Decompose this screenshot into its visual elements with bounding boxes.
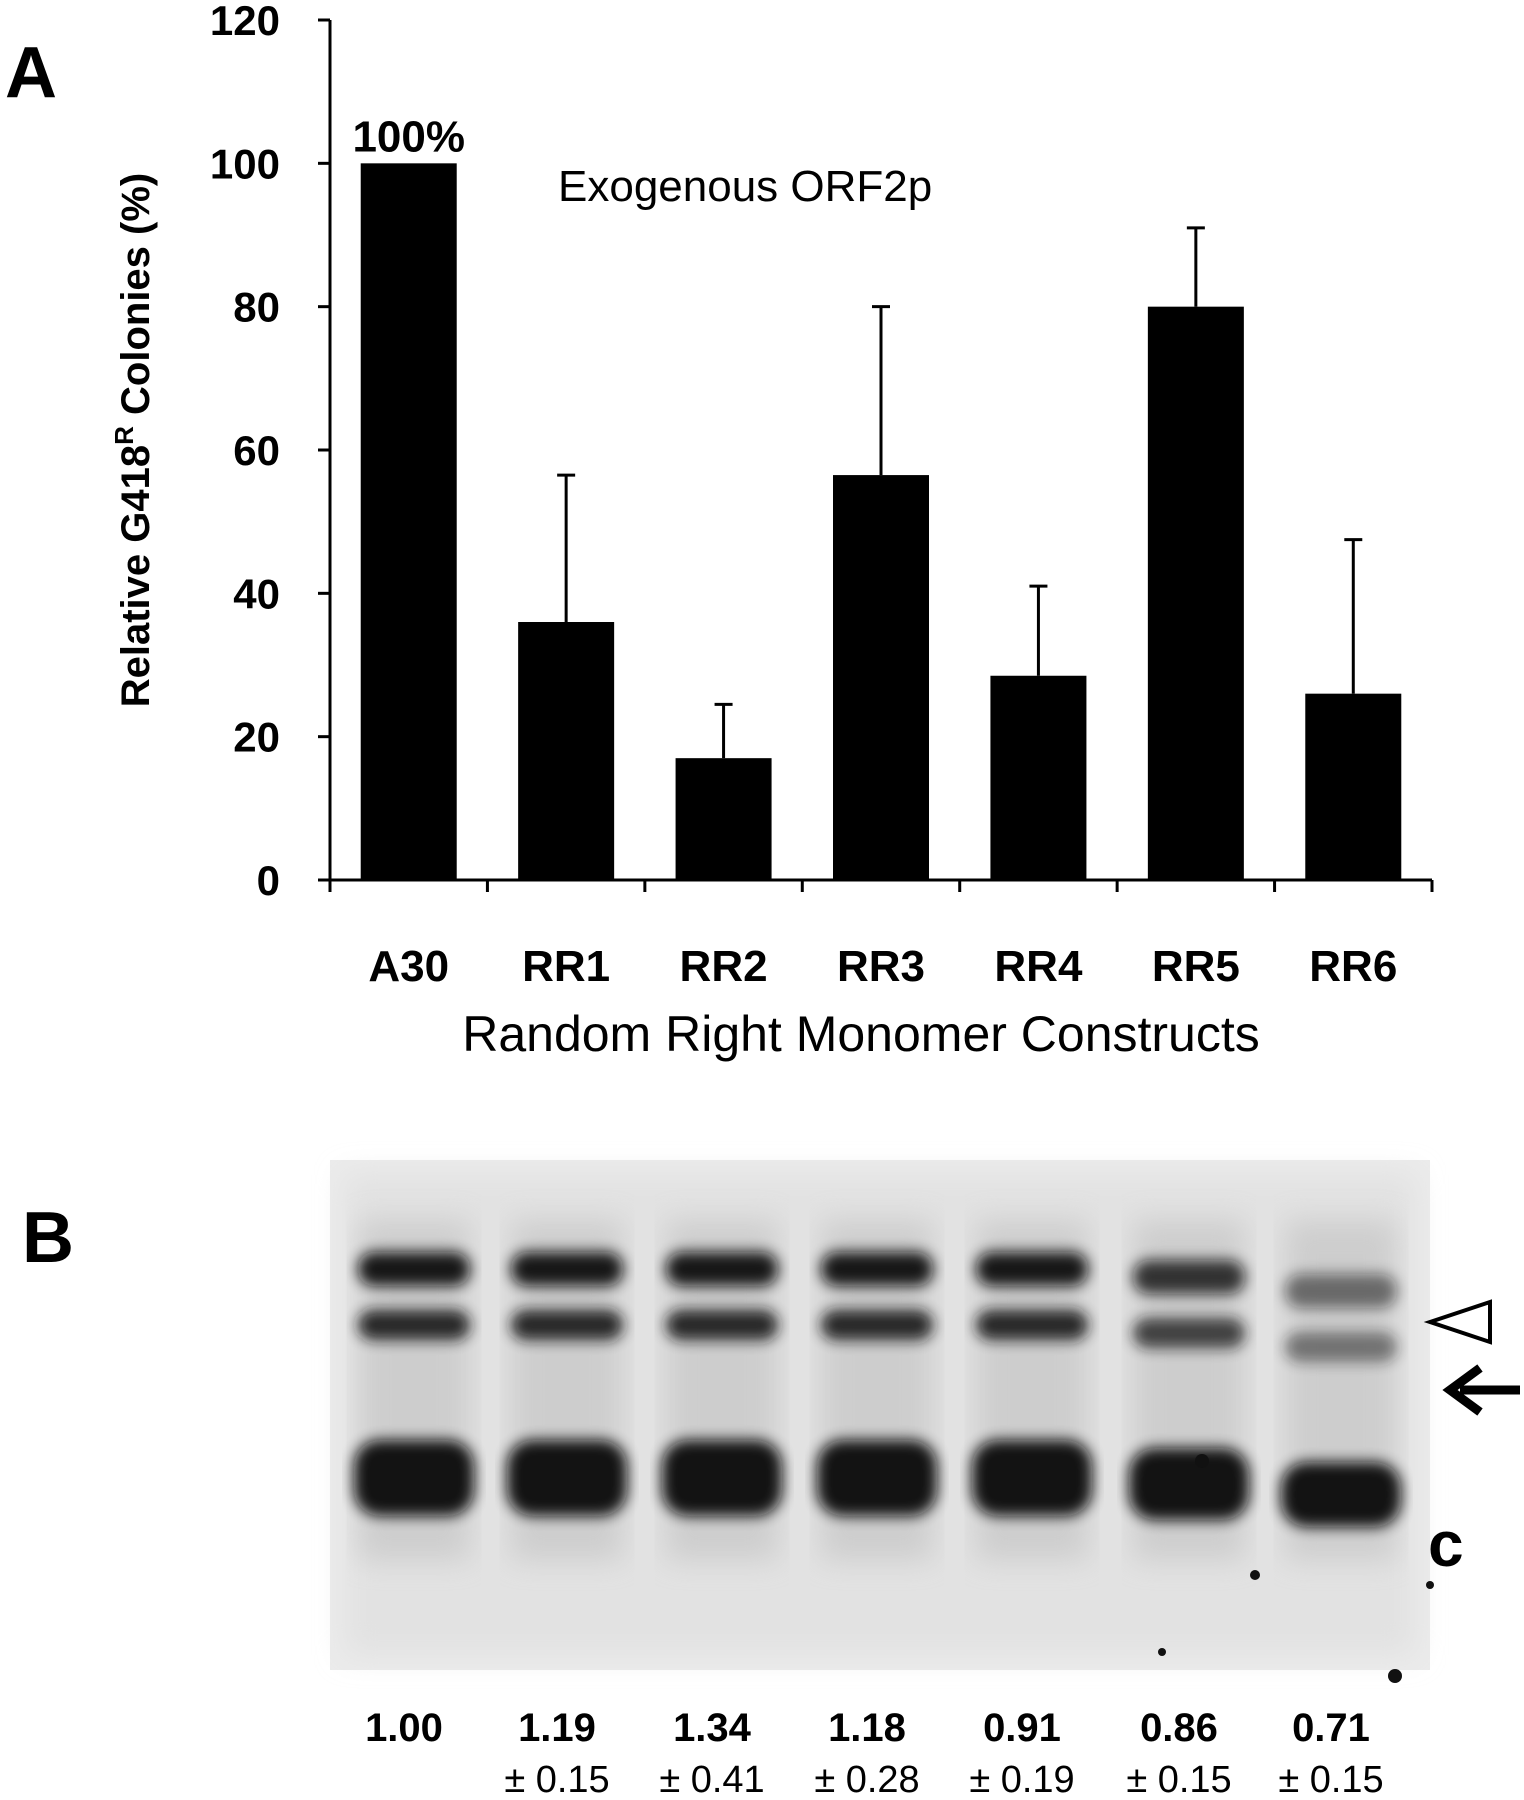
control-band	[1281, 1462, 1401, 1527]
blot-speck	[1195, 1454, 1209, 1468]
middle-band	[1133, 1318, 1245, 1348]
control-band-label: c	[1428, 1508, 1464, 1580]
category-label: RR5	[1152, 942, 1240, 991]
upper-band	[821, 1252, 933, 1286]
panel-b-letter: B	[22, 1198, 74, 1278]
category-label: RR4	[994, 942, 1083, 991]
error-bars	[557, 226, 1363, 759]
blot-speck	[1426, 1581, 1434, 1589]
ratio-value: 1.34	[673, 1706, 752, 1750]
western-blot-image	[330, 1160, 1434, 1683]
quantification-labels: 1.00 1.19 ± 0.15 1.34 ± 0.41 1.18 ± 0.28 0.91 ± …	[365, 1706, 1384, 1800]
ratio-error: ± 0.15	[1278, 1759, 1383, 1800]
ratio-error: ± 0.15	[1126, 1759, 1231, 1800]
y-tick-label: 0	[257, 857, 280, 904]
middle-band	[1285, 1332, 1397, 1362]
y-axis: 0 20 40 60 80 100 120	[210, 0, 332, 904]
upper-band	[666, 1252, 778, 1286]
category-label: RR2	[680, 942, 768, 991]
bar-rr2	[675, 758, 772, 880]
ratio-value: 1.00	[365, 1706, 443, 1750]
middle-band	[821, 1310, 933, 1340]
y-tick-label: 60	[233, 427, 280, 474]
middle-band	[358, 1310, 470, 1340]
blot-lane	[354, 1220, 474, 1560]
middle-band	[976, 1310, 1088, 1340]
control-band	[662, 1440, 782, 1516]
blot-lane	[817, 1220, 937, 1560]
blot-speck	[1388, 1669, 1402, 1683]
middle-band	[666, 1310, 778, 1340]
category-label: RR1	[522, 942, 610, 991]
middle-band	[511, 1310, 623, 1340]
y-axis-title: Relative G418R Colonies (%)	[109, 173, 158, 708]
y-tick-label: 100	[210, 140, 280, 187]
category-label: RR3	[837, 942, 925, 991]
bar-series: 100%	[352, 112, 1402, 881]
category-labels: A30 RR1 RR2 RR3 RR4 RR5 RR6	[368, 942, 1397, 991]
panel-a-letter: A	[5, 33, 57, 113]
bar-rr3	[833, 475, 929, 880]
bar-rr5	[1147, 306, 1244, 881]
ratio-error: ± 0.28	[814, 1759, 919, 1800]
y-tick-label: 80	[233, 284, 280, 331]
y-tick-label: 120	[210, 0, 280, 44]
blot-lane	[662, 1220, 782, 1560]
blot-speck	[1250, 1570, 1260, 1580]
upper-band	[976, 1252, 1088, 1286]
blot-lane	[972, 1220, 1092, 1560]
bar-rr4	[990, 675, 1087, 880]
ratio-error: ± 0.19	[969, 1759, 1074, 1800]
bar-rr6	[1305, 693, 1402, 880]
ratio-value: 1.18	[828, 1706, 906, 1750]
upper-band	[511, 1252, 623, 1286]
control-band	[507, 1440, 627, 1516]
blot-lanes	[354, 1220, 1434, 1683]
blot-lane	[1281, 1220, 1401, 1560]
ratio-value: 0.86	[1140, 1706, 1218, 1750]
ratio-error: ± 0.41	[659, 1759, 764, 1800]
bar-a30	[360, 163, 457, 881]
x-axis-title: Random Right Monomer Constructs	[462, 1006, 1260, 1062]
ratio-value: 0.91	[983, 1706, 1061, 1750]
data-label: 100%	[352, 112, 465, 161]
bar-chart: 0 20 40 60 80 100 120 100% A30 RR1 RR2 RR3 RR4 RR5 R…	[109, 0, 1434, 1062]
ratio-value: 1.19	[518, 1706, 596, 1750]
arrow-marker	[1442, 1364, 1520, 1416]
bar-rr1	[518, 622, 615, 880]
control-band	[354, 1440, 474, 1516]
chart-annotation: Exogenous ORF2p	[558, 162, 932, 211]
y-tick-label: 20	[233, 714, 280, 761]
upper-band	[358, 1252, 470, 1286]
ratio-value: 0.71	[1292, 1706, 1370, 1750]
upper-band	[1133, 1260, 1245, 1294]
y-tick-label: 40	[233, 570, 280, 617]
blot-lane	[507, 1220, 627, 1560]
x-axis	[328, 878, 1434, 892]
control-band	[1129, 1448, 1249, 1520]
upper-band	[1285, 1274, 1397, 1308]
category-label: A30	[368, 942, 449, 991]
ratio-error: ± 0.15	[504, 1759, 609, 1800]
control-band	[817, 1440, 937, 1516]
blot-lane	[1129, 1220, 1249, 1560]
category-label: RR6	[1309, 942, 1397, 991]
open-triangle-marker	[1423, 1299, 1492, 1345]
control-band	[972, 1440, 1092, 1516]
blot-speck	[1158, 1648, 1166, 1656]
